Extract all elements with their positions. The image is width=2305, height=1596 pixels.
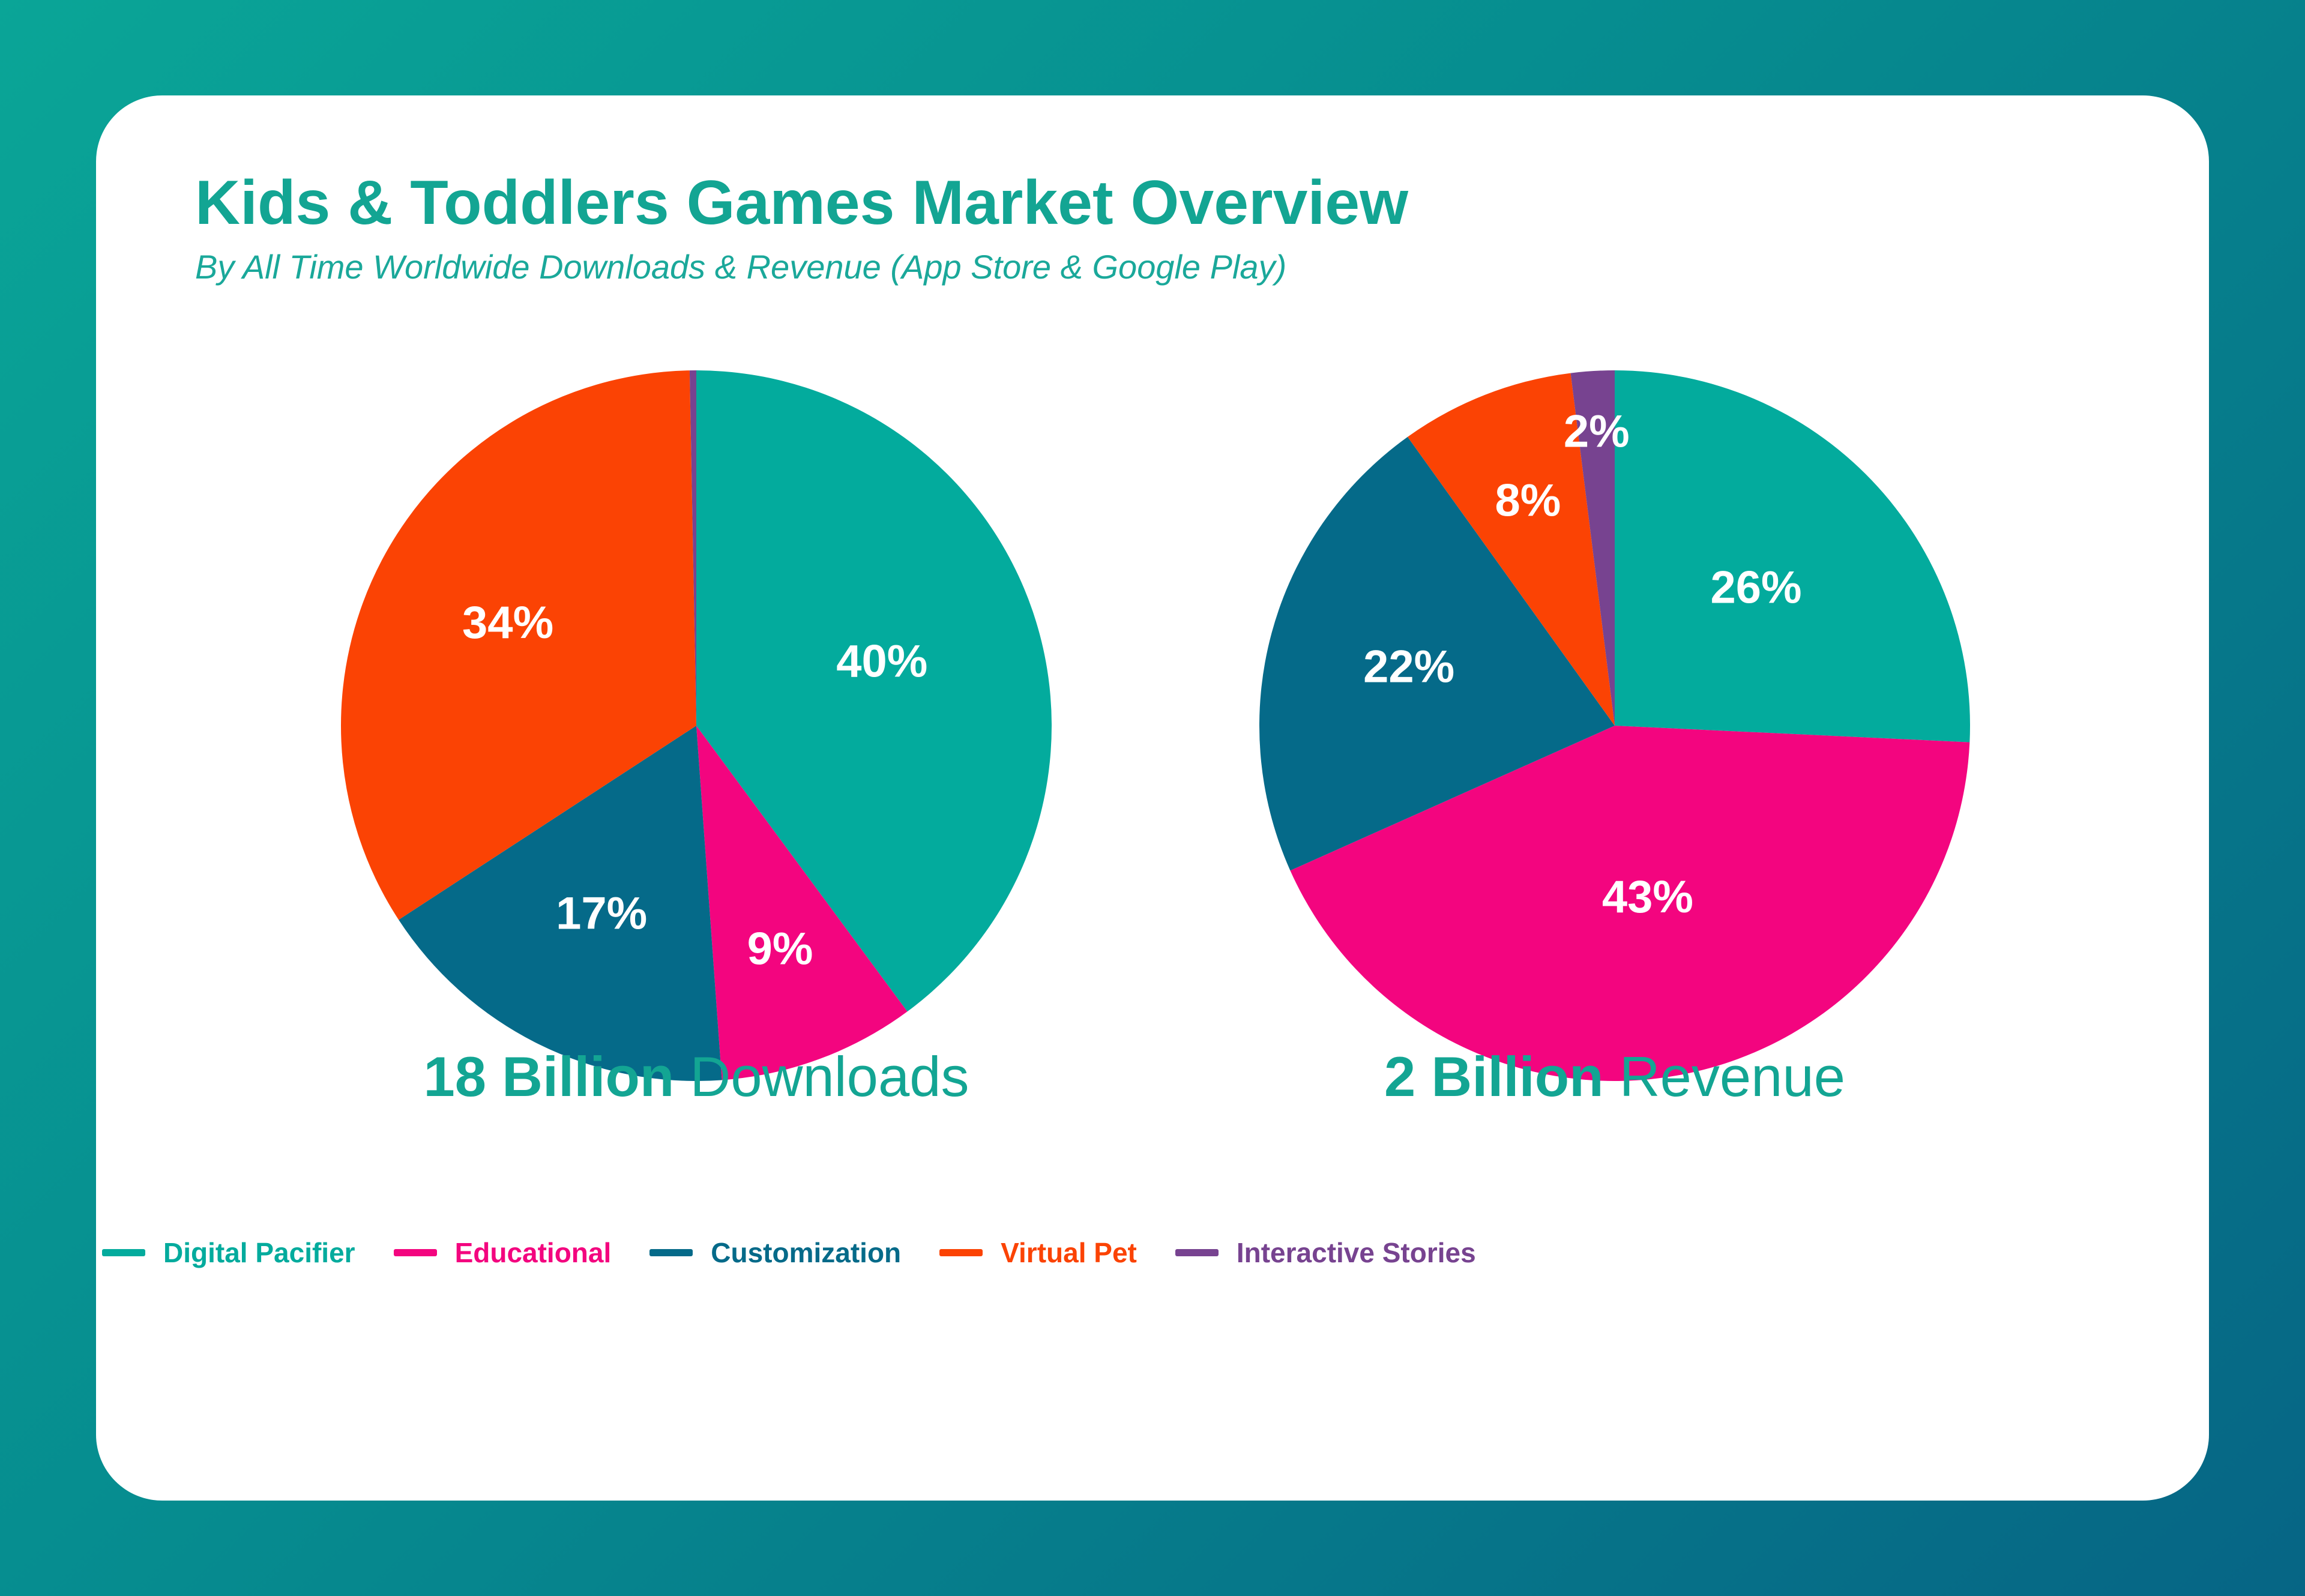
legend-item-interactive-stories: Interactive Stories [1175,1236,1476,1269]
chart-title: Kids & Toddlers Games Market Overview [195,168,1409,238]
legend-label: Virtual Pet [1001,1237,1137,1268]
downloads-label-digital-pacifier: 40% [836,636,927,687]
downloads-label-customization: 17% [556,888,647,939]
downloads-label-virtual-pet: 34% [462,597,553,648]
downloads-slice-digital-pacifier [696,370,1052,1012]
revenue-slice-customization [1259,436,1615,871]
legend-swatch [393,1249,437,1256]
downloads-slice-interactive-stories [689,370,696,726]
legend-label: Digital Pacifier [163,1237,355,1268]
downloads-slice-customization [399,726,722,1081]
revenue-label-educational: 43% [1602,872,1693,923]
revenue-pie-chart: 26% 43% 22% 8%2% [1259,370,1970,1081]
downloads-caption: 18 Billion Downloads [336,1044,1056,1109]
downloads-pie-chart: 40% 9% 17% 34% [340,370,1052,1081]
legend-label: Educational [454,1237,612,1268]
revenue-label-digital-pacifier: 26% [1710,562,1801,613]
downloads-label-educational: 9% [747,924,813,975]
legend-item-customization: Customization [649,1236,901,1269]
legend-swatch [1175,1249,1219,1256]
legend-label: Customization [711,1237,902,1268]
legend-swatch [649,1249,693,1256]
revenue-slice-educational [1290,726,1970,1081]
revenue-label-interactive-stories: 2% [1564,406,1630,457]
downloads-slice-educational [696,726,908,1080]
chart-legend: Digital Pacifier Educational Customizati… [102,1236,1514,1269]
revenue-slice-interactive-stories [1570,370,1615,726]
downloads-slice-virtual-pet [340,370,696,920]
revenue-caption: 2 Billion Revenue [1255,1044,1975,1109]
revenue-total: 2 Billion [1384,1045,1604,1108]
legend-label: Interactive Stories [1236,1237,1476,1268]
legend-item-digital-pacifier: Digital Pacifier [102,1236,355,1269]
revenue-caption-label: Revenue [1619,1045,1845,1108]
downloads-caption-label: Downloads [690,1045,969,1108]
revenue-label-virtual-pet: 8% [1495,475,1561,526]
legend-item-educational: Educational [393,1236,612,1269]
legend-swatch [102,1249,145,1256]
downloads-total: 18 Billion [423,1045,675,1108]
legend-swatch [939,1249,983,1256]
revenue-slice-digital-pacifier [1615,370,1970,742]
legend-item-virtual-pet: Virtual Pet [939,1236,1137,1269]
revenue-slice-virtual-pet [1408,373,1615,726]
revenue-label-customization: 22% [1363,641,1454,692]
chart-subtitle: By All Time Worldwide Downloads & Revenu… [195,248,1287,286]
